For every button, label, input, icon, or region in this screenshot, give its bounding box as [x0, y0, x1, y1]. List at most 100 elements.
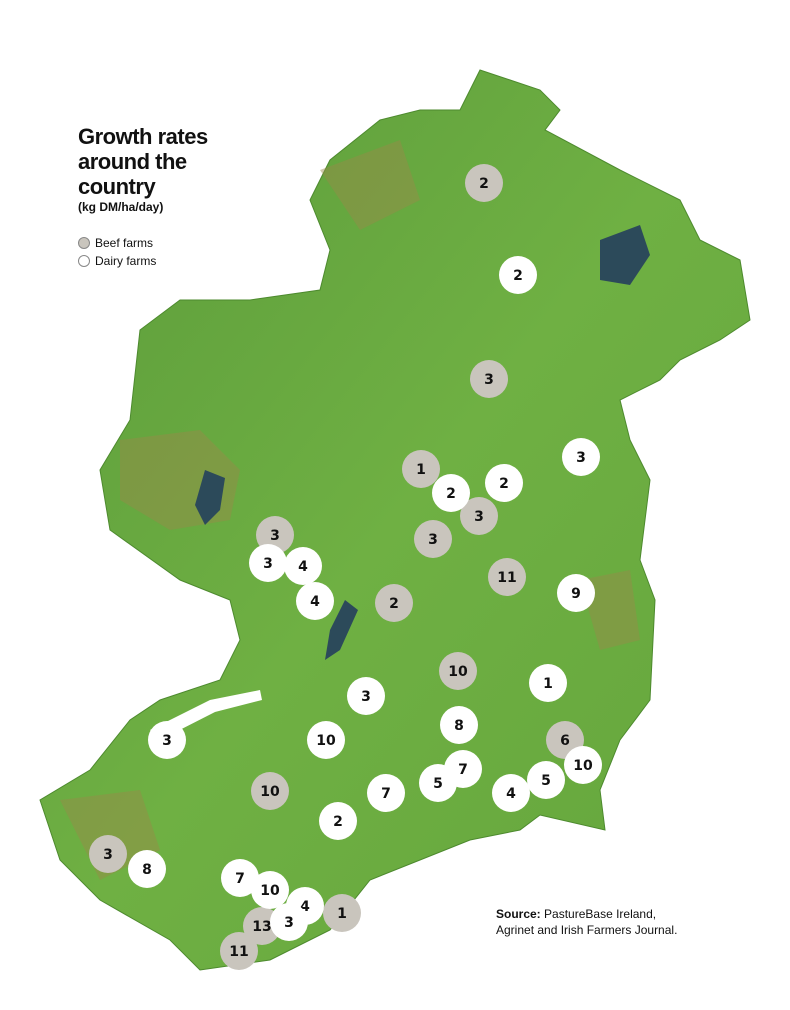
farm-marker: 10 [439, 652, 477, 690]
marker-circle [148, 721, 186, 759]
marker-circle [419, 764, 457, 802]
marker-circle [251, 772, 289, 810]
farm-marker: 3 [347, 677, 385, 715]
marker-circle [249, 544, 287, 582]
marker-value: 7 [458, 762, 468, 778]
marker-value: 10 [260, 784, 280, 800]
marker-value: 3 [474, 509, 484, 525]
farm-marker: 4 [296, 582, 334, 620]
legend-swatch [78, 255, 90, 267]
marker-circle [221, 859, 259, 897]
marker-value: 3 [284, 915, 294, 931]
marker-circle [440, 706, 478, 744]
marker-value: 6 [560, 733, 570, 749]
marker-value: 10 [260, 883, 280, 899]
marker-value: 4 [310, 594, 320, 610]
marker-value: 3 [428, 532, 438, 548]
marker-value: 13 [252, 919, 271, 935]
highlands [60, 140, 640, 880]
lough-derg [325, 600, 358, 660]
marker-circle [564, 746, 602, 784]
lough-neagh [600, 225, 650, 285]
marker-circle [527, 761, 565, 799]
farm-marker: 2 [499, 256, 537, 294]
title: Growth rates around the country [78, 124, 208, 199]
marker-circle [307, 721, 345, 759]
source-text: PastureBase Ireland, Agrinet and Irish F… [496, 907, 678, 937]
marker-circle [485, 464, 523, 502]
marker-circle [529, 664, 567, 702]
marker-value: 3 [162, 733, 172, 749]
farm-marker: 2 [375, 584, 413, 622]
farm-marker: 8 [440, 706, 478, 744]
marker-value: 2 [479, 176, 489, 192]
farm-marker: 3 [249, 544, 287, 582]
farm-marker: 5 [527, 761, 565, 799]
marker-circle [488, 558, 526, 596]
farm-marker: 10 [564, 746, 602, 784]
marker-circle [562, 438, 600, 476]
marker-value: 2 [499, 476, 509, 492]
legend: Beef farms Dairy farms [78, 236, 156, 272]
marker-circle [465, 164, 503, 202]
farm-marker: 4 [284, 547, 322, 585]
marker-value: 2 [389, 596, 399, 612]
farm-marker: 3 [460, 497, 498, 535]
farm-marker: 3 [562, 438, 600, 476]
legend-swatch [78, 237, 90, 249]
marker-value: 5 [541, 773, 551, 789]
marker-value: 2 [513, 268, 523, 284]
farm-marker: 8 [128, 850, 166, 888]
lough-corrib [195, 470, 225, 525]
marker-value: 3 [484, 372, 494, 388]
marker-circle [296, 582, 334, 620]
farm-marker: 7 [221, 859, 259, 897]
marker-circle [492, 774, 530, 812]
marker-value: 3 [270, 528, 280, 544]
legend-entry: Dairy farms [78, 254, 156, 268]
subtitle: (kg DM/ha/day) [78, 200, 164, 214]
marker-circle [220, 932, 258, 970]
marker-value: 3 [103, 847, 113, 863]
farm-marker: 2 [465, 164, 503, 202]
farm-marker: 11 [220, 932, 258, 970]
farm-marker: 2 [432, 474, 470, 512]
farm-marker: 10 [251, 871, 289, 909]
marker-value: 7 [381, 786, 391, 802]
marker-circle [319, 802, 357, 840]
marker-value: 3 [361, 689, 371, 705]
marker-circle [367, 774, 405, 812]
marker-circle [251, 871, 289, 909]
farm-marker: 3 [414, 520, 452, 558]
marker-value: 10 [448, 664, 468, 680]
marker-circle [128, 850, 166, 888]
farm-marker: 3 [89, 835, 127, 873]
marker-value: 4 [300, 899, 310, 915]
marker-value: 1 [543, 676, 553, 692]
farm-marker: 5 [419, 764, 457, 802]
farm-marker: 3 [148, 721, 186, 759]
marker-circle [284, 547, 322, 585]
farm-marker: 11 [488, 558, 526, 596]
farm-marker: 1 [323, 894, 361, 932]
marker-circle [470, 360, 508, 398]
marker-circle [402, 450, 440, 488]
farm-marker: 4 [492, 774, 530, 812]
marker-circle [375, 584, 413, 622]
marker-value: 2 [333, 814, 343, 830]
farm-marker: 3 [470, 360, 508, 398]
marker-circle [499, 256, 537, 294]
marker-value: 4 [506, 786, 516, 802]
marker-value: 11 [497, 570, 516, 586]
marker-circle [432, 474, 470, 512]
marker-circle [323, 894, 361, 932]
marker-value: 1 [337, 906, 347, 922]
farm-marker: 3 [270, 903, 308, 941]
marker-value: 7 [235, 871, 245, 887]
marker-value: 1 [416, 462, 426, 478]
source: Source: PastureBase Ireland, Agrinet and… [496, 906, 696, 938]
farm-marker: 7 [367, 774, 405, 812]
marker-circle [270, 903, 308, 941]
